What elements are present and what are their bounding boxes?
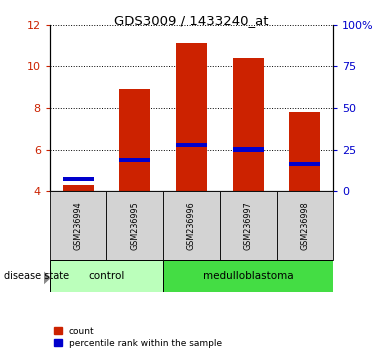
Bar: [232, 58, 264, 191]
Bar: [289, 112, 321, 191]
Bar: [62, 185, 94, 191]
Bar: [220, 191, 277, 260]
Text: control: control: [88, 271, 124, 281]
Bar: [289, 162, 321, 166]
Polygon shape: [44, 272, 51, 284]
Text: GSM236995: GSM236995: [130, 201, 139, 250]
Bar: [163, 260, 333, 292]
Text: disease state: disease state: [4, 271, 69, 281]
Text: GSM236998: GSM236998: [300, 201, 309, 250]
Bar: [176, 44, 207, 191]
Bar: [50, 260, 163, 292]
Legend: count, percentile rank within the sample: count, percentile rank within the sample: [54, 327, 222, 348]
Text: GDS3009 / 1433240_at: GDS3009 / 1433240_at: [114, 14, 269, 27]
Bar: [106, 191, 163, 260]
Bar: [176, 143, 207, 148]
Text: GSM236996: GSM236996: [187, 201, 196, 250]
Bar: [119, 158, 151, 162]
Text: GSM236994: GSM236994: [74, 201, 83, 250]
Bar: [50, 191, 106, 260]
Bar: [119, 89, 151, 191]
Bar: [277, 191, 333, 260]
Bar: [62, 177, 94, 181]
Bar: [232, 148, 264, 152]
Text: medulloblastoma: medulloblastoma: [203, 271, 293, 281]
Bar: [163, 191, 220, 260]
Text: GSM236997: GSM236997: [244, 201, 253, 250]
